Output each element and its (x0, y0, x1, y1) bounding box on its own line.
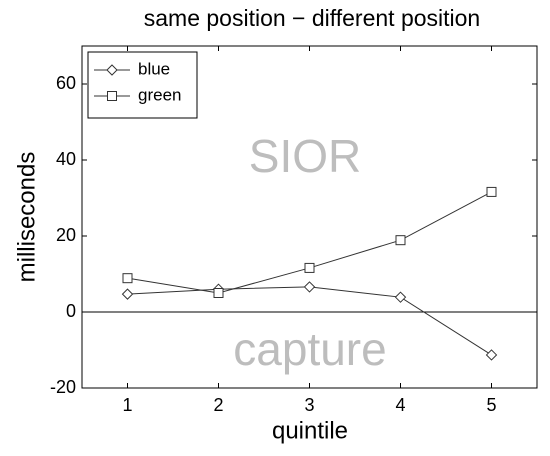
y-tick-label: -20 (50, 377, 76, 397)
marker (485, 349, 498, 361)
marker (303, 281, 316, 293)
annotation: SIOR (249, 130, 361, 182)
y-tick-label: 0 (66, 301, 76, 321)
annotation: capture (233, 323, 386, 375)
marker (213, 288, 224, 298)
marker (394, 291, 407, 303)
y-tick-label: 20 (56, 225, 76, 245)
chart-title: same position − different position (144, 5, 480, 31)
legend-box (87, 51, 198, 119)
marker (486, 186, 497, 197)
marker (122, 273, 133, 284)
x-axis-label: quintile (272, 417, 348, 444)
x-tick-label: 4 (395, 395, 405, 415)
marker (395, 235, 406, 246)
x-tick-label: 5 (486, 395, 496, 415)
y-tick-label: 40 (56, 149, 76, 169)
marker (304, 262, 315, 273)
legend-marker (107, 91, 117, 101)
y-tick-label: 60 (56, 73, 76, 93)
x-tick-label: 2 (213, 395, 223, 415)
x-tick-label: 3 (304, 395, 314, 415)
y-axis-label: milliseconds (13, 152, 40, 283)
x-tick-label: 1 (122, 395, 132, 415)
legend-marker (106, 64, 118, 76)
series-line (127, 191, 492, 294)
marker (121, 288, 134, 300)
legend-label: blue (138, 59, 170, 78)
legend-label: green (138, 85, 181, 104)
